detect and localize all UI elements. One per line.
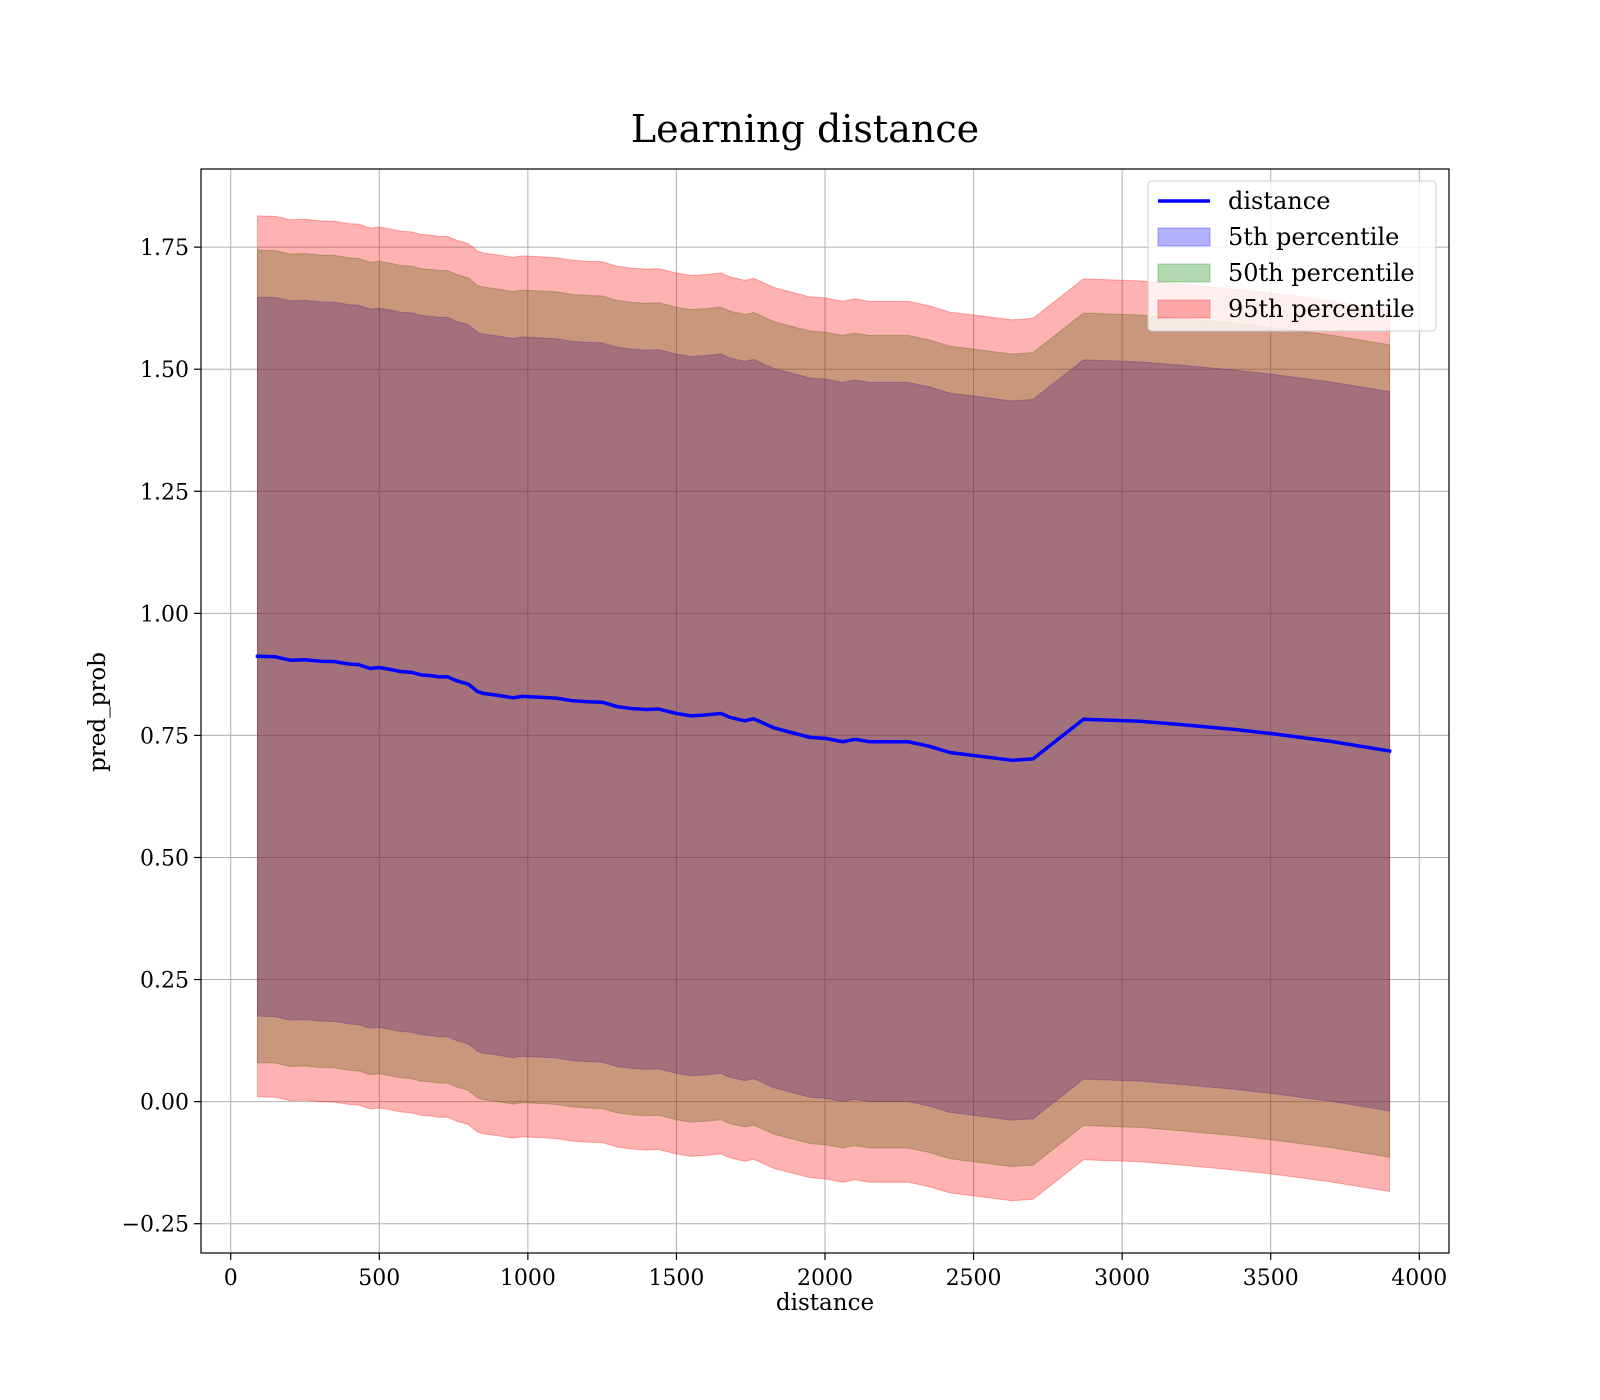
y-tick-label: 1.00: [140, 602, 189, 627]
legend-label-distance: distance: [1228, 187, 1330, 215]
y-tick-label: 0.50: [140, 846, 189, 871]
legend-swatch-5th-percentile: [1157, 227, 1211, 247]
x-tick-label: 1000: [500, 1266, 556, 1291]
chart-title: Learning distance: [631, 107, 979, 151]
legend-box: [1147, 180, 1437, 332]
x-axis-label: distance: [776, 1290, 874, 1316]
x-tick-label: 3000: [1094, 1266, 1150, 1291]
y-tick-label: 0.25: [140, 969, 189, 994]
y-tick-label: 1.75: [140, 236, 189, 261]
band-95th-percentile: [256, 215, 1391, 1202]
series-line-distance: [255, 654, 1392, 763]
x-tick-label: 1500: [648, 1266, 704, 1291]
x-tick-label: 2500: [946, 1266, 1002, 1291]
x-tick-label: 3500: [1243, 1266, 1299, 1291]
axis-ticks: 0 500 1000 1500 2000 2500 3000 3500 4000 −0.25 0.0…: [122, 236, 1448, 1291]
x-tick-label: 2000: [797, 1266, 853, 1291]
y-axis-label: pred_prob: [85, 652, 111, 772]
plot-area: [255, 215, 1392, 1202]
x-tick-label: 4000: [1391, 1266, 1447, 1291]
band-50th-percentile: [256, 249, 1391, 1168]
legend-swatch-50th-percentile: [1157, 263, 1211, 283]
legend-label-50th-percentile: 50th percentile: [1228, 259, 1415, 287]
grid: [201, 169, 1449, 1253]
x-tick-label: 0: [224, 1266, 238, 1291]
band-5th-percentile: [256, 296, 1391, 1121]
legend: distance 5th percentile 50th percentile 95t…: [1147, 180, 1437, 332]
y-tick-label: 1.50: [140, 358, 189, 383]
x-tick-label: 500: [358, 1266, 400, 1291]
y-tick-label: −0.25: [122, 1213, 189, 1238]
legend-label-95th-percentile: 95th percentile: [1228, 295, 1415, 323]
legend-swatch-95th-percentile: [1157, 299, 1211, 319]
y-tick-label: 0.75: [140, 724, 189, 749]
legend-label-5th-percentile: 5th percentile: [1228, 223, 1399, 251]
y-tick-label: 1.25: [140, 480, 189, 505]
y-tick-label: 0.00: [140, 1091, 189, 1116]
